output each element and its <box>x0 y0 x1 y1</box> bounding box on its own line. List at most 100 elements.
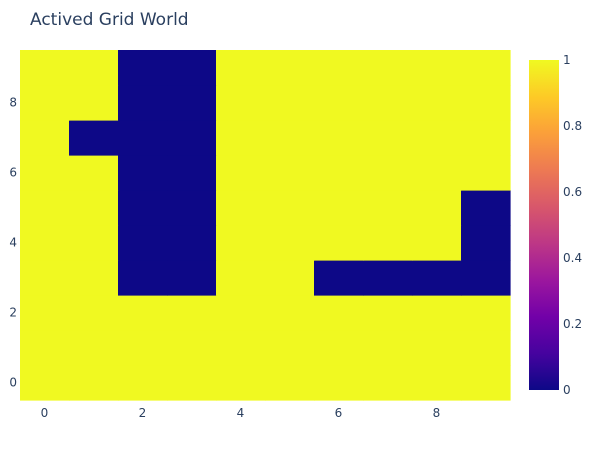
y-tick-label: 0 <box>9 376 17 390</box>
heatmap-cell <box>314 225 364 261</box>
heatmap-cell <box>216 330 266 366</box>
heatmap-cell <box>412 50 462 86</box>
heatmap-cell <box>314 330 364 366</box>
colorbar-tick-label: 0.2 <box>563 317 582 331</box>
heatmap-cell <box>314 50 364 86</box>
heatmap-cell <box>412 190 462 226</box>
heatmap-cell <box>461 225 511 261</box>
heatmap-cell <box>118 295 168 331</box>
colorbar-tick-label: 0 <box>563 383 571 397</box>
heatmap-cell <box>20 330 70 366</box>
colorbar-gradient <box>529 60 559 390</box>
heatmap-cell <box>314 260 364 296</box>
heatmap-cells <box>20 50 511 401</box>
heatmap-cell <box>216 190 266 226</box>
heatmap-cell <box>118 120 168 156</box>
heatmap-cell <box>461 190 511 226</box>
heatmap-cell <box>69 295 119 331</box>
heatmap-cell <box>314 295 364 331</box>
colorbar-tick-label: 0.4 <box>563 251 582 265</box>
heatmap-cell <box>461 155 511 191</box>
heatmap-cell <box>20 50 70 86</box>
heatmap-cell <box>69 190 119 226</box>
heatmap-cell <box>412 295 462 331</box>
colorbar-tick-label: 0.6 <box>563 185 582 199</box>
heatmap-cell <box>265 155 315 191</box>
heatmap-cell <box>69 330 119 366</box>
heatmap-cell <box>265 120 315 156</box>
heatmap-cell <box>265 190 315 226</box>
heatmap-cell <box>363 155 413 191</box>
heatmap-cell <box>118 330 168 366</box>
heatmap-cell <box>314 120 364 156</box>
heatmap-cell <box>265 260 315 296</box>
heatmap-cell <box>69 225 119 261</box>
heatmap-cell <box>20 225 70 261</box>
heatmap-cell <box>314 155 364 191</box>
x-tick-label: 4 <box>237 406 245 420</box>
heatmap-cell <box>167 85 217 121</box>
heatmap-cell <box>363 330 413 366</box>
heatmap-cell <box>118 260 168 296</box>
heatmap-cell <box>216 260 266 296</box>
colorbar-ticks: 0 0.2 0.4 0.6 0.8 1 <box>563 53 582 397</box>
heatmap-cell <box>363 190 413 226</box>
heatmap-cell <box>265 50 315 86</box>
heatmap-cell <box>167 155 217 191</box>
heatmap-cell <box>118 225 168 261</box>
heatmap-cell <box>412 155 462 191</box>
heatmap-cell <box>69 365 119 401</box>
heatmap-cell <box>461 85 511 121</box>
heatmap-cell <box>265 295 315 331</box>
heatmap-cell <box>314 190 364 226</box>
heatmap-cell <box>363 50 413 86</box>
heatmap-cell <box>461 260 511 296</box>
heatmap-cell <box>363 120 413 156</box>
heatmap-cell <box>265 330 315 366</box>
heatmap-cell <box>412 260 462 296</box>
x-axis-ticks: 0 2 4 6 8 <box>41 406 441 420</box>
x-tick-label: 8 <box>433 406 441 420</box>
heatmap-cell <box>216 50 266 86</box>
heatmap-cell <box>20 190 70 226</box>
heatmap-cell <box>412 225 462 261</box>
heatmap-cell <box>461 365 511 401</box>
heatmap-cell <box>216 155 266 191</box>
heatmap-cell <box>461 50 511 86</box>
y-tick-label: 6 <box>9 166 17 180</box>
heatmap-cell <box>363 295 413 331</box>
heatmap-cell <box>265 225 315 261</box>
heatmap-cell <box>20 260 70 296</box>
heatmap-cell <box>20 85 70 121</box>
heatmap-cell <box>265 365 315 401</box>
heatmap-cell <box>363 225 413 261</box>
colorbar: 0 0.2 0.4 0.6 0.8 1 <box>529 53 582 397</box>
heatmap-cell <box>20 155 70 191</box>
heatmap-cell <box>363 365 413 401</box>
y-tick-label: 8 <box>9 96 17 110</box>
y-axis-ticks: 0 2 4 6 8 <box>9 96 17 390</box>
colorbar-tick-label: 1 <box>563 53 571 67</box>
heatmap-cell <box>265 85 315 121</box>
heatmap-cell <box>118 365 168 401</box>
heatmap-cell <box>216 365 266 401</box>
heatmap-cell <box>69 50 119 86</box>
heatmap-cell <box>69 260 119 296</box>
heatmap-cell <box>167 365 217 401</box>
heatmap-cell <box>412 85 462 121</box>
y-tick-label: 2 <box>9 306 17 320</box>
heatmap-cell <box>363 260 413 296</box>
heatmap-cell <box>69 85 119 121</box>
x-tick-label: 2 <box>139 406 147 420</box>
heatmap-cell <box>118 190 168 226</box>
x-tick-label: 6 <box>335 406 343 420</box>
heatmap-cell <box>216 120 266 156</box>
heatmap-cell <box>118 50 168 86</box>
heatmap-cell <box>20 120 70 156</box>
heatmap-cell <box>412 330 462 366</box>
heatmap-cell <box>216 295 266 331</box>
heatmap-cell <box>412 365 462 401</box>
heatmap-cell <box>69 155 119 191</box>
heatmap-cell <box>167 225 217 261</box>
